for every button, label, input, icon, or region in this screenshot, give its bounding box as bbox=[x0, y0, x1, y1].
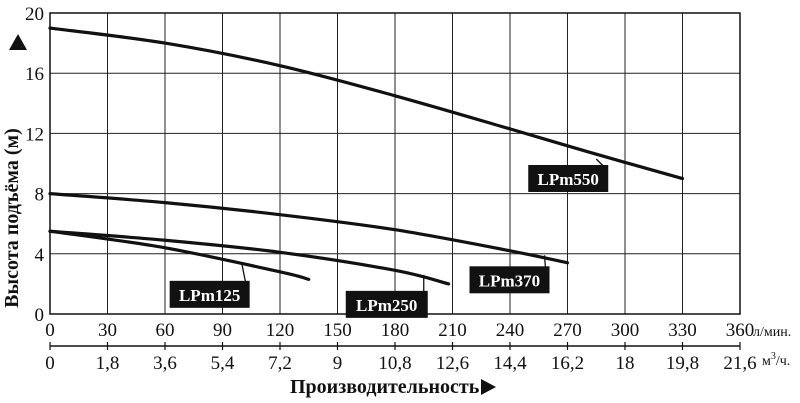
x-secondary-tick-label: 0 bbox=[45, 353, 55, 374]
x-tick-label: 210 bbox=[438, 320, 467, 341]
x-secondary-tick-label: 5,4 bbox=[211, 353, 235, 374]
x-tick-label: 360 bbox=[726, 320, 755, 341]
series-labels: LPm550 LPm370 LPm250 LPm125 bbox=[169, 158, 609, 318]
x-secondary-tick-label: 21,6 bbox=[723, 353, 756, 374]
x-axis-arrow-icon bbox=[481, 379, 496, 395]
x-secondary-tick-label: 9 bbox=[333, 353, 343, 374]
series-label-box bbox=[469, 266, 550, 294]
x-unit-secondary-tail: /ч. bbox=[776, 354, 790, 369]
series-label-lpm370: LPm370 bbox=[479, 271, 540, 290]
y-tick-label: 8 bbox=[35, 185, 45, 206]
x-tick-label: 0 bbox=[45, 320, 55, 341]
y-tick-label: 20 bbox=[25, 4, 44, 25]
series-line-lpm125 bbox=[48, 229, 311, 281]
x-secondary-tick-label: 14,4 bbox=[493, 353, 527, 374]
x-unit-secondary-base: м bbox=[762, 354, 771, 369]
y-axis-arrow-icon bbox=[9, 34, 27, 50]
x-axis-title: Производительность bbox=[290, 376, 480, 398]
x-tick-label: 330 bbox=[668, 320, 697, 341]
x-tick-label: 270 bbox=[553, 320, 582, 341]
x-unit-secondary-sup: 3 bbox=[771, 351, 776, 362]
series-label-box bbox=[169, 280, 250, 308]
series-line-lpm370 bbox=[48, 192, 570, 265]
x-tick-label: 120 bbox=[266, 320, 295, 341]
x-secondary-tick-label: 7,2 bbox=[268, 353, 292, 374]
x-secondary-tick-label: 18 bbox=[616, 353, 635, 374]
series-label-box bbox=[345, 290, 428, 318]
x-tick-label: 240 bbox=[496, 320, 525, 341]
x-secondary-tick-label: 19,8 bbox=[666, 353, 699, 374]
series-label-box bbox=[528, 164, 609, 192]
series-lines bbox=[48, 26, 685, 286]
series-line-lpm550 bbox=[48, 26, 685, 181]
label-leader-line bbox=[241, 262, 247, 283]
series-label-lpm550: LPm550 bbox=[538, 170, 599, 189]
series-line-lpm250 bbox=[48, 229, 451, 286]
x-unit-primary: л/мин. bbox=[753, 325, 791, 340]
y-tick-label: 4 bbox=[35, 245, 45, 266]
x-tick-label: 150 bbox=[323, 320, 352, 341]
x-tick-label: 90 bbox=[213, 320, 232, 341]
x-tick-label: 300 bbox=[611, 320, 640, 341]
x-tick-label: 180 bbox=[381, 320, 410, 341]
y-tick-label: 16 bbox=[25, 64, 44, 85]
x-secondary-tick-label: 12,6 bbox=[436, 353, 469, 374]
x-unit-secondary: м3/ч. bbox=[762, 351, 790, 369]
x-secondary-tick-label: 10,8 bbox=[378, 353, 411, 374]
x-secondary-tick-label: 1,8 bbox=[96, 353, 120, 374]
x-tick-label: 60 bbox=[156, 320, 175, 341]
series-label-lpm250: LPm250 bbox=[356, 296, 417, 315]
label-leader-line bbox=[543, 255, 547, 269]
x-secondary-tick-label: 3,6 bbox=[153, 353, 177, 374]
y-tick-label: 12 bbox=[25, 124, 44, 145]
x-secondary-tick-label: 16,2 bbox=[551, 353, 584, 374]
series-label-lpm125: LPm125 bbox=[179, 286, 240, 305]
x-tick-label: 30 bbox=[98, 320, 117, 341]
y-axis-title: Высота подъёма (м) bbox=[1, 128, 23, 308]
y-tick-label: 0 bbox=[35, 305, 45, 326]
